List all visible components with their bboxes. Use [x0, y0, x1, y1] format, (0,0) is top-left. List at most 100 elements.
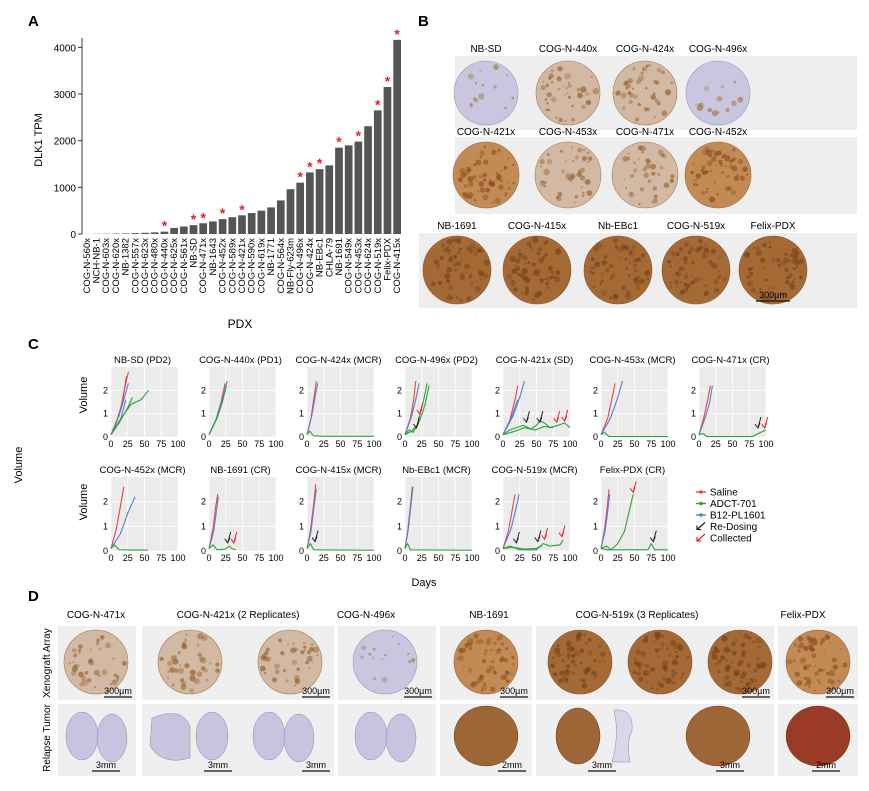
growth-x-tick-label: 0: [304, 439, 309, 449]
relapse-column-header: COG-N-519x (3 Replicates): [576, 610, 699, 621]
saline-series-line: [110, 486, 125, 549]
growth-x-tick-label: 25: [613, 439, 623, 449]
saline-series-line: [600, 383, 616, 435]
legend-arrow-head: [696, 525, 701, 531]
growth-x-tick-label: 0: [402, 553, 407, 563]
ihc-core-image: [685, 60, 751, 126]
relapse-tumor-section: [453, 705, 519, 767]
growth-plot: 0 25 50 75 100 0 1 2 COG-N-421x (SD): [495, 355, 578, 449]
ihc-core-image: [535, 60, 601, 126]
growth-y-tick-label: 0: [495, 546, 500, 556]
bar-chart-x-tick-label: COG-N-625x: [169, 238, 180, 294]
bar-chart-x-tick-label: COG-N-624x: [363, 238, 374, 294]
ihc-core-image: [583, 235, 653, 305]
growth-y-tick-label: 0: [593, 546, 598, 556]
ihc-core-label: COG-N-452x: [689, 127, 747, 138]
b12-series-line: [502, 399, 519, 435]
bar-chart-star-marker: *: [162, 218, 168, 234]
legend-label: B12-PL1601: [710, 511, 766, 522]
growth-plot-title: Nb-EBc1 (MCR): [402, 465, 471, 476]
bar-chart-x-tick-label: NCH-NB-1: [92, 238, 103, 283]
bar-chart-x-tick-label: CHLA-79: [324, 238, 335, 277]
xenograft-core-image: [707, 629, 773, 695]
growth-x-tick-label: 75: [156, 439, 166, 449]
growth-y-tick-label: 1: [201, 521, 206, 531]
growth-legend: SalineADCT-701B12-PL1601Re-DosingCollect…: [696, 488, 766, 545]
growth-x-tick-label: 25: [319, 439, 329, 449]
bar-chart-bar: [131, 233, 140, 234]
xenograft-core-image: [453, 629, 519, 695]
growth-x-tick-label: 75: [450, 553, 460, 563]
growth-x-tick-label: 100: [464, 439, 479, 449]
growth-x-tick-label: 0: [500, 553, 505, 563]
bar-chart-star-marker: *: [336, 134, 342, 150]
adct-series-line: [110, 544, 148, 551]
ihc-core-label: NB-SD: [470, 44, 501, 55]
growth-plot-title: COG-N-471x (CR): [691, 355, 769, 366]
bar-chart-x-tick-label: COG-N-560x: [82, 238, 93, 294]
bar-chart-y-tick-label: 3000: [54, 90, 77, 101]
relapse-scale-label: 3mm: [306, 760, 326, 770]
growth-y-tick-label: 0: [691, 432, 696, 442]
bar-chart-bar: [344, 145, 353, 234]
collected-arrow: [558, 525, 566, 538]
b12-series-line: [600, 380, 623, 435]
relapse-tumor-section: [354, 711, 417, 763]
bar-chart-bar: [296, 182, 305, 234]
growth-y-tick-label: 1: [593, 409, 598, 419]
growth-plot: 0 25 50 75 100 0 1 2 COG-N-452x (MCR): [99, 465, 185, 563]
panel-d-relapse-ihc: COG-N-471x COG-N-421x (2 Replicates) COG-N…: [42, 610, 858, 776]
b12-series-line: [502, 494, 520, 549]
xenograft-core-image: [627, 629, 693, 695]
growth-y-tick-label: 1: [103, 521, 108, 531]
bar-chart-bar: [247, 213, 256, 234]
collected-arrow: [541, 528, 549, 541]
bar-chart-x-tick-label: COG-N-440x: [159, 238, 170, 294]
bar-chart-bar: [218, 219, 227, 234]
bar-chart-bar: [238, 215, 246, 234]
growth-y-tick-label: 2: [201, 385, 206, 395]
growth-x-tick-label: 75: [548, 439, 558, 449]
bar-chart-star-marker: *: [200, 209, 206, 225]
row-label-relapse-tumor: Relapse Tumor: [42, 703, 53, 771]
growth-y-tick-label: 1: [593, 521, 598, 531]
b12-series-line: [110, 496, 136, 549]
ihc-core-label: COG-N-424x: [616, 44, 674, 55]
array-scale-label: 300µm: [302, 686, 330, 696]
adct-series-line: [698, 429, 767, 438]
growth-x-tick-label: 75: [156, 553, 166, 563]
growth-y-tick-label: 1: [299, 521, 304, 531]
collected-arrow: [761, 416, 769, 430]
bar-chart-x-tick-label: COG-N-452x: [218, 238, 229, 294]
adct-series-line: [110, 397, 133, 435]
panel-b-letter: B: [418, 13, 429, 30]
adct-series-line: [208, 385, 227, 435]
relapse-scale-label: 3mm: [720, 760, 740, 770]
ihc-core-image: [502, 235, 572, 305]
redosing-arrow: [536, 411, 544, 424]
panel-a-bar-chart: * * * * *** ** **** 01000200030004000COG-N-560…: [33, 26, 403, 331]
growth-y-tick-label: 0: [201, 432, 206, 442]
legend-arrow: [696, 522, 706, 530]
legend-swatch-dot: [699, 501, 703, 506]
growth-x-tick-label: 0: [304, 553, 309, 563]
growth-y-tick-label: 0: [495, 432, 500, 442]
growth-x-tick-label: 50: [727, 439, 737, 449]
bar-chart-bar: [383, 87, 392, 234]
panel-a-letter: A: [28, 13, 39, 30]
redosing-arrow: [523, 411, 530, 424]
b12-series-line: [306, 489, 317, 549]
bar-chart-bar: [257, 210, 266, 234]
growth-plot-title: COG-N-519x (MCR): [491, 465, 577, 476]
bar-chart-bar: [354, 141, 363, 234]
growth-plot: 0 25 50 75 100 0 1 2 COG-N-471x (CR): [691, 355, 774, 449]
growth-plot: 0 25 50 75 100 0 1 2 COG-N-453x (MCR): [589, 355, 675, 449]
growth-y-label-row1: Volume: [78, 377, 90, 414]
growth-y-tick-label: 2: [593, 385, 598, 395]
growth-x-tick-label: 100: [268, 553, 283, 563]
growth-x-tick-label: 25: [123, 439, 133, 449]
growth-x-tick-label: 100: [464, 553, 479, 563]
array-scale-label: 300µm: [742, 686, 770, 696]
growth-x-tick-label: 100: [660, 439, 675, 449]
